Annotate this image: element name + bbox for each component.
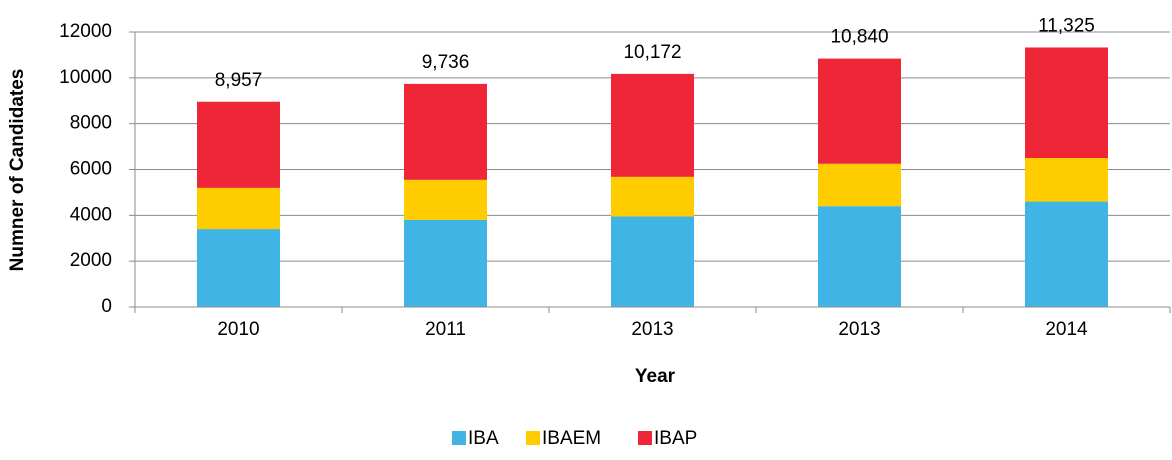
legend-label: IBA	[468, 428, 499, 449]
bar-segment	[197, 187, 280, 230]
total-label: 11,325	[1038, 15, 1095, 36]
legend-swatch	[452, 431, 466, 445]
y-tick-label: 10000	[59, 67, 112, 88]
bar-segment	[1025, 201, 1108, 307]
x-axis-title: Year	[635, 366, 676, 387]
legend-label: IBAP	[654, 428, 697, 449]
bar-segment	[818, 206, 901, 307]
y-tick-label: 8000	[70, 113, 112, 134]
bar-segment	[197, 229, 280, 307]
legend-swatch	[638, 431, 652, 445]
bar-segment	[197, 101, 280, 188]
legend-swatch	[526, 431, 540, 445]
bar-segment	[1025, 47, 1108, 159]
x-tick-label: 2014	[1045, 319, 1088, 340]
x-tick-label: 2010	[217, 319, 259, 340]
x-tick-label: 2013	[631, 319, 673, 340]
y-tick-label: 2000	[70, 250, 112, 271]
y-tick-label: 12000	[59, 21, 112, 42]
y-axis-title: Numner of Candidates	[7, 69, 28, 272]
bar-segment	[611, 216, 694, 307]
bar-segment	[404, 83, 487, 180]
total-label: 10,840	[830, 27, 888, 48]
bar-segment	[611, 176, 694, 217]
y-tick-label: 0	[101, 296, 112, 317]
y-tick-label: 6000	[70, 159, 112, 180]
bar-segment	[818, 163, 901, 207]
bar-segment	[404, 179, 487, 220]
bar-segment	[404, 219, 487, 307]
bar-segment	[1025, 158, 1108, 202]
total-label: 8,957	[215, 70, 263, 91]
legend-label: IBAEM	[542, 428, 601, 449]
total-label: 10,172	[623, 42, 681, 63]
y-tick-label: 4000	[70, 204, 112, 225]
x-tick-label: 2011	[425, 319, 466, 340]
x-tick-label: 2013	[838, 319, 880, 340]
total-label: 9,736	[422, 52, 470, 73]
bar-segment	[611, 73, 694, 177]
bar-segment	[818, 58, 901, 164]
